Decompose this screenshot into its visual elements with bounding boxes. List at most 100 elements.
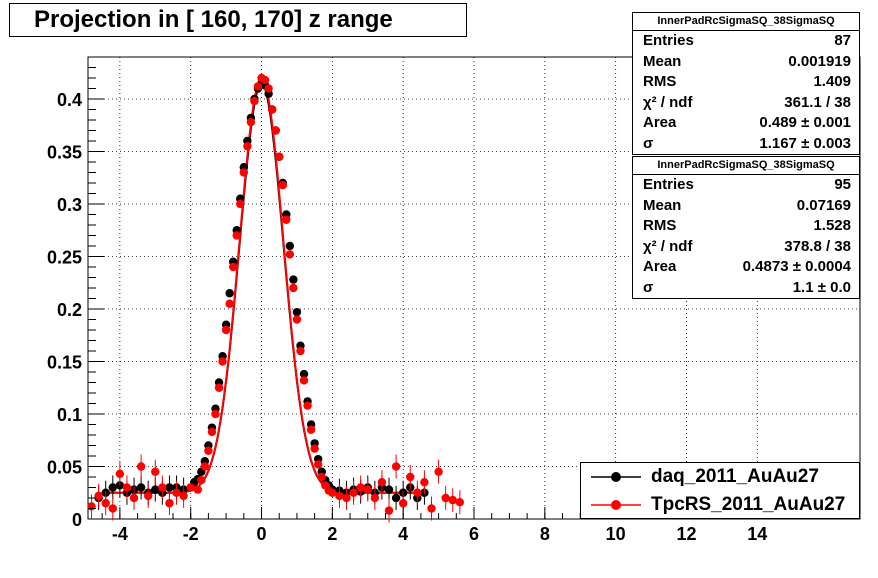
data-point [335, 491, 344, 501]
data-point [260, 75, 270, 85]
y-tick-label: 0.4 [57, 90, 82, 110]
y-tick-label: 0.15 [47, 353, 82, 373]
data-point [239, 168, 249, 177]
legend-entry-daq: daq_2011_AuAu27 [581, 463, 859, 491]
stats-row: Area 0.4873 ± 0.0004 [643, 258, 851, 275]
legend-label: TpcRS_2011_AuAu27 [651, 494, 846, 515]
stats-box-header: InnerPadRcSigmaSQ_38SigmaSQ [633, 157, 859, 175]
data-point [250, 96, 259, 106]
data-point [267, 105, 277, 114]
data-point [391, 462, 401, 471]
data-point [317, 472, 326, 482]
data-point [165, 499, 174, 508]
data-point [87, 502, 96, 511]
stats-row: Entries 87 [643, 32, 851, 49]
x-tick-label: 10 [606, 524, 626, 544]
stats-row: σ 1.1 ± 0.0 [643, 278, 851, 296]
stats-row: Mean 0.07169 [643, 196, 851, 214]
data-point [200, 462, 210, 471]
data-point [299, 369, 309, 379]
data-point [289, 283, 298, 293]
data-point [384, 506, 394, 515]
data-point [413, 488, 422, 497]
data-point [370, 493, 380, 503]
y-tick-label: 0.2 [57, 300, 82, 320]
stats-row: RMS 1.409 [643, 73, 851, 90]
stats-box-tpcrs: InnerPadRcSigmaSQ_38SigmaSQ Entries 95 Me… [632, 156, 860, 299]
data-point [292, 307, 302, 317]
data-point [448, 495, 457, 505]
y-tick-label: 0.35 [47, 143, 82, 163]
y-tick-label: 0.3 [57, 195, 82, 215]
data-point [179, 491, 188, 501]
stats-row: RMS 1.528 [643, 217, 851, 234]
data-point [356, 483, 365, 492]
x-tick-label: 14 [747, 524, 767, 544]
data-point [441, 493, 450, 503]
grid [88, 57, 860, 519]
data-point [253, 82, 263, 91]
data-point [363, 485, 372, 494]
data-point [377, 478, 387, 487]
y-tick-label: 0.05 [47, 458, 82, 478]
stats-row: χ² / ndf 378.8 / 38 [643, 237, 851, 255]
data-point [211, 409, 220, 419]
data-point [151, 467, 160, 476]
legend-label: daq_2011_AuAu27 [651, 466, 819, 487]
data-point [204, 446, 213, 455]
data-point [349, 488, 358, 497]
data-point [165, 483, 174, 492]
data-point [310, 444, 319, 453]
data-point [115, 469, 125, 479]
data-point [271, 126, 280, 135]
data-point [406, 472, 415, 482]
data-point [303, 401, 312, 410]
data-point [221, 325, 231, 335]
x-tick-label: 0 [257, 524, 267, 544]
legend-marker-icon [591, 472, 641, 482]
stats-row: Entries 95 [643, 176, 851, 193]
data-points [87, 73, 465, 523]
data-point [225, 299, 234, 308]
data-point [218, 357, 227, 366]
data-point [108, 483, 117, 492]
data-point [186, 483, 195, 492]
data-point [151, 485, 160, 494]
data-point [384, 485, 394, 494]
data-point [391, 493, 401, 503]
data-point [243, 142, 252, 151]
data-point [225, 289, 234, 298]
data-point [94, 491, 103, 501]
data-point [158, 483, 167, 492]
data-point [236, 199, 245, 209]
x-tick-label: -2 [183, 524, 199, 544]
data-point [246, 117, 256, 127]
data-point [306, 425, 316, 434]
data-point [144, 491, 153, 501]
axes: -4 -2 0 2 4 6 8 10 12 14 0 0.05 0.1 0.15 0.2 0.25 0.3 0.3… [47, 67, 847, 544]
data-point [328, 488, 337, 497]
x-tick-label: 8 [540, 524, 550, 544]
stats-row: χ² / ndf 361.1 / 38 [643, 93, 851, 111]
data-point [278, 180, 287, 190]
x-tick-label: 6 [469, 524, 479, 544]
y-tick-label: 0.1 [57, 405, 82, 425]
x-tick-label: -4 [112, 524, 128, 544]
data-point [342, 493, 351, 503]
data-point [285, 250, 295, 259]
x-tick-label: 12 [676, 524, 696, 544]
data-point [292, 315, 302, 324]
legend-marker-icon [591, 500, 641, 510]
chart-title: Projection in [ 160, 170] z range [9, 3, 467, 37]
x-tick-label: 2 [327, 524, 337, 544]
stats-box-header: InnerPadRcSigmaSQ_38SigmaSQ [633, 13, 859, 31]
stats-row: Mean 0.001919 [643, 52, 851, 70]
data-point [420, 478, 429, 487]
data-point [228, 262, 238, 272]
data-point [207, 427, 217, 437]
data-point [232, 231, 241, 240]
data-point [285, 241, 295, 251]
stats-row: Area 0.489 ± 0.001 [643, 114, 851, 131]
x-tick-label: 4 [398, 524, 408, 544]
data-point [296, 346, 305, 356]
